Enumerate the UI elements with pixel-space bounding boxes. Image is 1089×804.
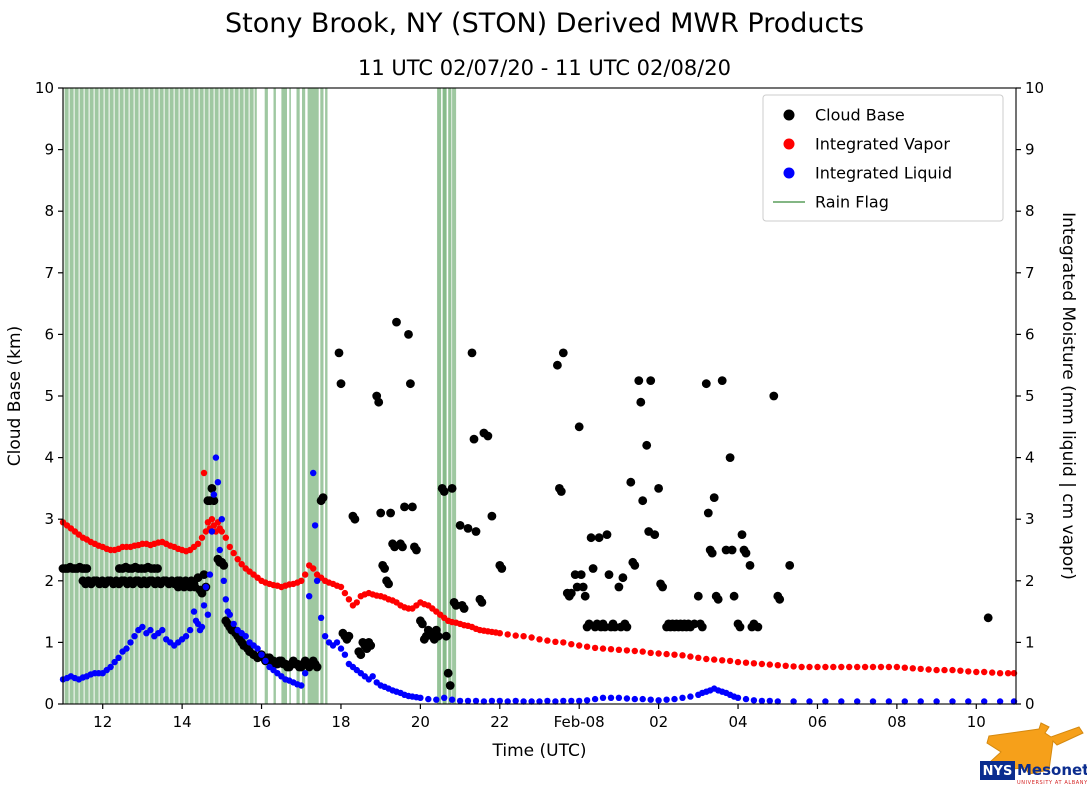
y-tick-label-left: 10	[35, 79, 54, 97]
x-tick-label: 06	[808, 713, 827, 731]
y-tick-label-left: 8	[44, 202, 54, 220]
x-tick-label: 20	[411, 713, 430, 731]
rain-flag-band	[264, 88, 268, 704]
legend-marker-integrated-liquid	[783, 167, 795, 179]
y-tick-label-left: 7	[44, 264, 54, 282]
rain-flag-band	[442, 88, 447, 704]
y-tick-label-right: 4	[1025, 449, 1035, 467]
x-tick-label: 02	[649, 713, 668, 731]
y-tick-label-right: 9	[1025, 141, 1035, 159]
y-tick-label-left: 9	[44, 141, 54, 159]
rain-flag-band	[281, 88, 287, 704]
chart-subtitle: 11 UTC 02/07/20 - 11 UTC 02/08/20	[358, 56, 731, 80]
y-tick-label-right: 7	[1025, 264, 1035, 282]
rain-flag-band	[273, 88, 276, 704]
y-tick-label-right: 5	[1025, 387, 1035, 405]
rain-flag-band	[452, 88, 457, 704]
rain-flag-band	[448, 88, 452, 704]
rain-flag-band	[307, 88, 319, 704]
y-tick-label-right: 2	[1025, 572, 1035, 590]
nys-mesonet-logo: NYS Mesonet UNIVERSITY AT ALBANY	[975, 720, 1089, 800]
x-tick-label: 08	[887, 713, 906, 731]
chart-title: Stony Brook, NY (STON) Derived MWR Produ…	[224, 8, 865, 39]
legend-box	[762, 94, 1004, 222]
legend-label: Rain Flag	[815, 193, 889, 212]
y-tick-label-left: 0	[44, 695, 54, 713]
x-tick-label: 12	[93, 713, 112, 731]
series-integrated-liquid	[59, 454, 1018, 705]
y-axis-label-right: Integrated Moisture (mm liquid | cm vapo…	[1058, 212, 1078, 580]
y-tick-label-left: 4	[44, 449, 54, 467]
y-tick-label-left: 5	[44, 387, 54, 405]
nys-mesonet-logo-graphic: NYS Mesonet UNIVERSITY AT ALBANY	[980, 722, 1089, 786]
x-tick-label: 14	[173, 713, 192, 731]
rain-flag-band	[437, 88, 442, 704]
series-integrated-vapor	[59, 469, 1018, 677]
y-tick-label-right: 3	[1025, 510, 1035, 528]
y-tick-label-right: 0	[1025, 695, 1035, 713]
y-tick-label-left: 3	[44, 510, 54, 528]
x-tick-label: 16	[252, 713, 271, 731]
y-tick-label-right: 6	[1025, 325, 1035, 343]
y-tick-label-right: 1	[1025, 633, 1035, 651]
logo-nys: NYS	[983, 764, 1013, 779]
rain-flag-band	[320, 88, 324, 704]
rain-flag-band	[325, 88, 328, 704]
legend-marker-integrated-vapor	[783, 138, 795, 150]
rain-flag-band	[289, 88, 291, 704]
y-tick-label-left: 6	[44, 325, 54, 343]
legend-label: Integrated Vapor	[815, 135, 950, 154]
logo-subtext: UNIVERSITY AT ALBANY	[1017, 780, 1087, 786]
x-axis-label: Time (UTC)	[492, 741, 587, 761]
rain-flag-band	[302, 88, 306, 704]
y-axis-label-left: Cloud Base (km)	[5, 326, 25, 466]
rain-flag-bands	[63, 88, 457, 704]
x-tick-label: 22	[490, 713, 509, 731]
x-tick-label: 10	[967, 713, 986, 731]
y-axes: 0 0 1 1 2 2 3 3 4 4 5 5 6 6 7 7 8 8 9 9 10 10	[35, 79, 1044, 713]
legend-label: Cloud Base	[815, 106, 905, 125]
logo-mesonet: Mesonet	[1017, 761, 1087, 779]
x-axis: 12 14 16 18 20 22 Feb-08 02 04 06 08 10	[93, 704, 986, 731]
legend: Cloud Base Integrated Vapor Integrated Liq…	[762, 94, 1004, 222]
x-tick-label: Feb-08	[554, 713, 605, 731]
legend-label: Integrated Liquid	[815, 164, 952, 183]
y-tick-label-left: 2	[44, 572, 54, 590]
x-tick-label: 04	[728, 713, 747, 731]
y-tick-label-left: 1	[44, 633, 54, 651]
legend-marker-cloud-base	[783, 109, 795, 121]
y-tick-label-right: 8	[1025, 202, 1035, 220]
rain-flag-band	[296, 88, 300, 704]
y-tick-label-right: 10	[1025, 79, 1044, 97]
series-cloud-base	[58, 317, 993, 690]
x-tick-label: 18	[331, 713, 350, 731]
logo-nys-box	[980, 761, 1015, 780]
